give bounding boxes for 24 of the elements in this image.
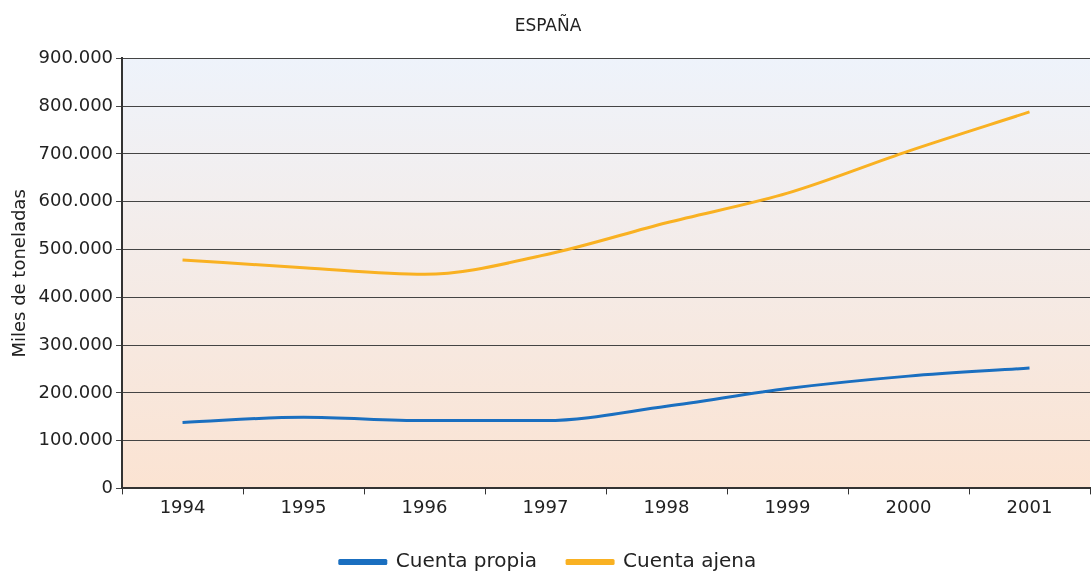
line-series: [181, 366, 1031, 424]
y-tick-label: 300.000: [38, 332, 114, 354]
x-tick-label: 1999: [764, 495, 811, 517]
y-tick-label: 800.000: [38, 93, 114, 115]
x-tick-label: 2000: [885, 495, 932, 517]
chart-title: ESPAÑA: [514, 13, 582, 35]
y-tick-label: 900.000: [38, 46, 114, 68]
y-tick-label: 400.000: [38, 284, 114, 306]
x-tick-label: 1998: [643, 495, 690, 517]
x-tick-label: 1994: [159, 495, 206, 517]
legend-label: Cuenta propia: [395, 548, 538, 573]
y-tick-label: 0: [101, 476, 114, 498]
x-tick-label: 2001: [1006, 495, 1053, 517]
y-tick-label: 700.000: [38, 141, 114, 163]
x-tick-label: 1996: [401, 495, 448, 517]
x-tick-label: 1997: [522, 495, 569, 517]
y-axis-title: Miles de toneladas: [8, 189, 30, 358]
line-series: [181, 110, 1031, 276]
y-tick-label: 600.000: [38, 189, 114, 211]
y-tick-label: 100.000: [38, 428, 114, 450]
y-tick-label: 200.000: [38, 380, 114, 402]
legend-label: Cuenta ajena: [623, 548, 757, 573]
y-tick-label: 500.000: [38, 237, 114, 259]
x-tick-label: 1995: [280, 495, 327, 517]
